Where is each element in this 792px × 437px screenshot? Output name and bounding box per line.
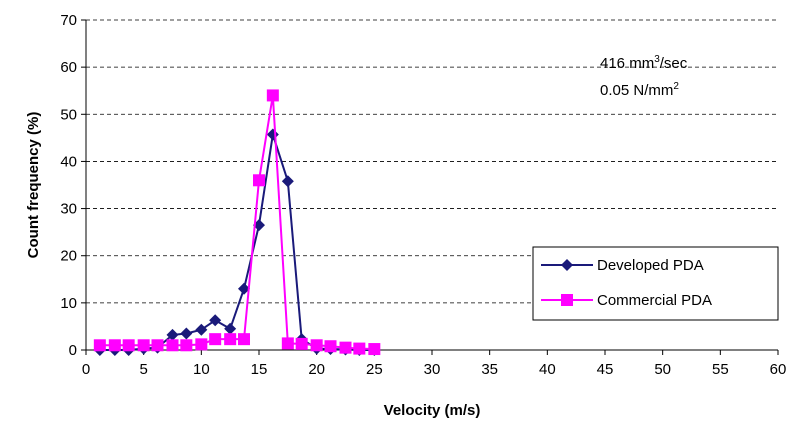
legend-marker <box>561 259 573 271</box>
legend-box <box>532 246 779 321</box>
marker <box>180 339 193 352</box>
marker <box>195 338 208 351</box>
x-tick-label: 25 <box>366 361 383 378</box>
marker <box>238 333 251 346</box>
annotation-sup: 2 <box>673 81 679 92</box>
marker <box>151 339 164 352</box>
marker <box>295 337 308 350</box>
marker <box>266 128 279 141</box>
marker <box>339 341 352 354</box>
marker <box>166 328 179 341</box>
x-tick-label: 60 <box>770 361 787 378</box>
marker <box>108 339 121 352</box>
marker <box>122 339 135 352</box>
x-tick-label: 50 <box>654 361 671 378</box>
y-tick-label: 10 <box>60 295 77 312</box>
marker <box>224 322 237 335</box>
y-tick-label: 70 <box>60 12 77 29</box>
marker <box>180 327 193 340</box>
annotation-sup: 3 <box>654 54 660 65</box>
x-tick-label: 5 <box>139 361 147 378</box>
y-axis-label: Count frequency (%) <box>25 112 42 259</box>
marker <box>281 337 294 350</box>
marker <box>209 314 222 327</box>
marker <box>310 339 323 352</box>
x-tick-label: 40 <box>539 361 556 378</box>
x-tick-label: 20 <box>308 361 325 378</box>
marker <box>238 282 251 295</box>
marker <box>224 333 237 346</box>
x-tick-label: 45 <box>597 361 614 378</box>
y-tick-label: 0 <box>69 342 77 359</box>
marker <box>324 340 337 353</box>
x-tick-label: 0 <box>82 361 90 378</box>
marker <box>137 339 150 352</box>
annotation-text: 0.05 N/mm <box>600 82 673 99</box>
x-tick-label: 10 <box>193 361 210 378</box>
x-tick-label: 55 <box>712 361 729 378</box>
series-line <box>99 134 375 351</box>
marker <box>353 342 366 355</box>
annotation: 0.05 N/mm2 <box>600 81 679 99</box>
legend-label: Developed PDA <box>597 257 704 274</box>
legend-label: Commercial PDA <box>597 292 712 309</box>
marker <box>368 343 381 356</box>
x-axis-label: Velocity (m/s) <box>384 402 481 419</box>
annotation: 416 mm3/sec <box>600 54 688 72</box>
y-tick-label: 60 <box>60 59 77 76</box>
y-tick-label: 30 <box>60 201 77 218</box>
marker <box>253 174 265 187</box>
x-tick-label: 35 <box>481 361 498 378</box>
x-tick-label: 15 <box>251 361 268 378</box>
marker <box>209 333 222 346</box>
marker <box>166 339 179 352</box>
legend-marker <box>561 294 573 306</box>
annotation-text: 416 mm <box>600 55 654 72</box>
marker <box>93 339 106 352</box>
y-tick-label: 20 <box>60 248 77 265</box>
annotation-text: /sec <box>660 55 688 72</box>
marker <box>195 323 208 336</box>
x-tick-label: 30 <box>424 361 441 378</box>
y-tick-label: 40 <box>60 153 77 170</box>
y-tick-label: 50 <box>60 106 77 123</box>
marker <box>281 175 294 188</box>
marker <box>266 89 279 102</box>
